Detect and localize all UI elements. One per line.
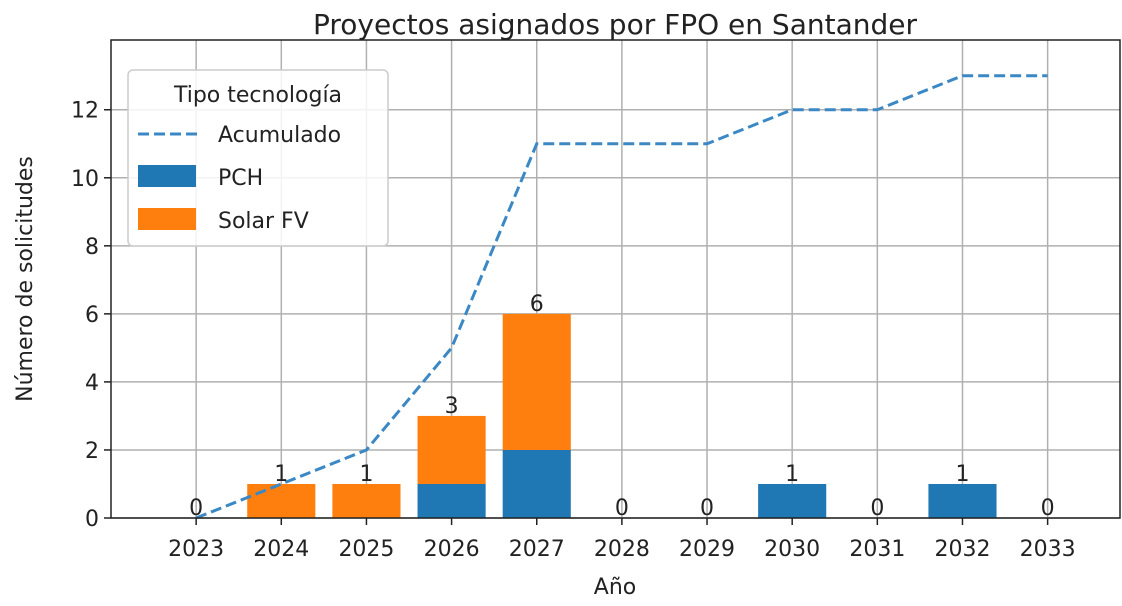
line (195, 74, 1048, 520)
bar (758, 483, 827, 518)
data-label: 1 (359, 462, 373, 487)
bar (502, 449, 571, 518)
x-tick-label: 2026 (424, 537, 480, 562)
x-tick-label: 2030 (764, 537, 820, 562)
legend: Tipo tecnología Acumulado PCH Solar FV (127, 69, 389, 247)
data-label: 0 (700, 496, 714, 521)
plot-frame (110, 39, 1121, 519)
legend-label: PCH (218, 166, 263, 191)
x-tick-label: 2027 (509, 537, 565, 562)
x-tick-label: 2025 (338, 537, 394, 562)
x-tick-label: 2024 (253, 537, 309, 562)
y-axis-label: Número de solicitudes (13, 156, 38, 402)
x-tick-label: 2033 (1020, 537, 1076, 562)
legend-label: Acumulado (218, 123, 341, 148)
y-tick-label: 0 (85, 507, 99, 532)
x-tick-label: 2029 (679, 537, 735, 562)
y-tick-label: 2 (85, 439, 99, 464)
data-label: 0 (870, 496, 884, 521)
y-tick-label: 12 (71, 99, 99, 124)
data-label: 0 (1041, 496, 1055, 521)
chart-title: Proyectos asignados por FPO en Santander (313, 8, 917, 41)
y-tick-label: 10 (71, 167, 99, 192)
bar (417, 483, 486, 518)
bar (332, 483, 401, 518)
data-label: 1 (274, 462, 288, 487)
data-label: 1 (785, 462, 799, 487)
x-tick-label: 2023 (168, 537, 224, 562)
legend-swatch (138, 208, 196, 230)
bar (928, 483, 997, 518)
legend-box (127, 69, 389, 247)
bar (502, 313, 571, 450)
y-tick-label: 4 (85, 371, 99, 396)
y-tick-label: 8 (85, 235, 99, 260)
data-label: 6 (530, 292, 544, 317)
bar (417, 415, 486, 484)
data-label: 0 (615, 496, 629, 521)
data-label: 0 (189, 496, 203, 521)
y-tick-label: 6 (85, 303, 99, 328)
legend-title: Tipo tecnología (173, 83, 342, 108)
data-label: 3 (445, 394, 459, 419)
data-label: 1 (955, 462, 969, 487)
x-tick-label: 2028 (594, 537, 650, 562)
bar (247, 483, 316, 518)
x-tick-label: 2031 (849, 537, 905, 562)
x-axis-label: Año (594, 575, 636, 600)
legend-label: Solar FV (218, 209, 309, 234)
x-tick-label: 2032 (934, 537, 990, 562)
legend-swatch (138, 165, 196, 187)
